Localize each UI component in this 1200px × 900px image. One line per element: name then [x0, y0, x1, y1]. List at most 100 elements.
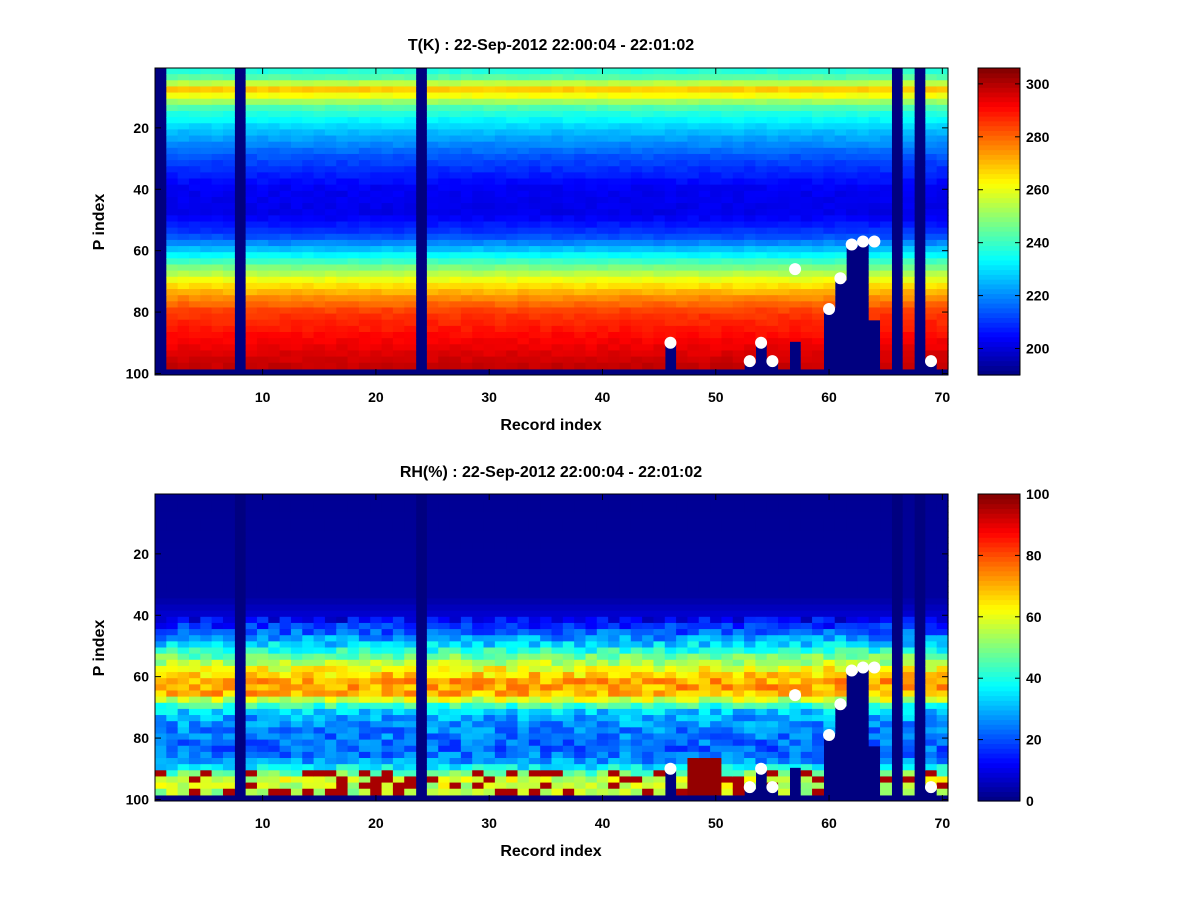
heatmap-cell [574, 141, 587, 149]
heatmap-cell [404, 92, 417, 100]
heatmap-cell [392, 604, 405, 612]
heatmap-cell [268, 276, 281, 284]
heatmap-cell [188, 684, 201, 692]
heatmap-cell [596, 252, 609, 259]
heatmap-cell [256, 246, 269, 253]
heatmap-cell [177, 239, 190, 247]
heatmap-cell [381, 209, 394, 216]
heatmap-cell [188, 86, 201, 94]
heatmap-cell [211, 751, 224, 759]
heatmap-cell [925, 160, 938, 167]
heatmap-cell [676, 307, 689, 315]
heatmap-cell [732, 276, 745, 284]
heatmap-cell [211, 233, 224, 241]
heatmap-cell [698, 74, 711, 81]
heatmap-cell [460, 166, 473, 173]
heatmap-cell [574, 500, 587, 507]
heatmap-cell [290, 92, 303, 100]
heatmap-cell [313, 696, 326, 704]
heatmap-cell [551, 178, 564, 186]
heatmap-cell [324, 282, 337, 290]
heatmap-cell [936, 104, 949, 112]
heatmap-cell [188, 190, 201, 198]
heatmap-cell [585, 313, 598, 321]
heatmap-cell [540, 659, 553, 667]
heatmap-cell [177, 221, 190, 229]
heatmap-cell [857, 110, 870, 118]
colorbar-swatch [978, 264, 1020, 271]
heatmap-cell [528, 166, 541, 173]
heatmap-cell [528, 776, 541, 784]
heatmap-cell [155, 672, 167, 679]
heatmap-cell [642, 252, 655, 259]
heatmap-cell [279, 141, 292, 149]
heatmap-cell [358, 350, 371, 358]
heatmap-cell [574, 233, 587, 241]
heatmap-cell [460, 74, 473, 81]
heatmap-cell [347, 653, 360, 661]
heatmap-cell [211, 758, 224, 765]
heatmap-cell [438, 123, 451, 130]
heatmap-cell [687, 178, 700, 186]
heatmap-cell [155, 524, 167, 532]
heatmap-cell [472, 184, 485, 192]
heatmap-cell [256, 203, 269, 210]
heatmap-cell [653, 110, 666, 118]
heatmap-cell [460, 215, 473, 223]
heatmap-cell [279, 172, 292, 180]
heatmap-cell [245, 301, 258, 309]
heatmap-cell [200, 246, 213, 253]
heatmap-cell [313, 494, 326, 501]
colorbar-swatch [978, 231, 1020, 237]
colorbar-swatch [978, 159, 1020, 165]
heatmap-cell [494, 635, 507, 642]
heatmap-cell [449, 764, 462, 771]
heatmap-cell [619, 221, 632, 229]
heatmap-cell [222, 567, 235, 575]
heatmap-cell [744, 166, 757, 173]
heatmap-cell [370, 524, 383, 532]
heatmap-cell [177, 289, 190, 296]
heatmap-cell [925, 221, 938, 229]
heatmap-cell [460, 727, 473, 735]
heatmap-cell [472, 659, 485, 667]
heatmap-cell [336, 233, 349, 241]
heatmap-cell [800, 258, 813, 266]
heatmap-cell [256, 166, 269, 173]
heatmap-cell [483, 764, 496, 771]
heatmap-cell [766, 325, 779, 333]
heatmap-cell [166, 616, 179, 624]
heatmap-cell [812, 98, 824, 106]
heatmap-cell [438, 74, 451, 81]
heatmap-cell [721, 221, 734, 229]
heatmap-cell [188, 129, 201, 137]
heatmap-cell [449, 147, 462, 155]
heatmap-cell [585, 319, 598, 327]
heatmap-cell [902, 227, 915, 235]
heatmap-cell [744, 289, 757, 296]
heatmap-cell [200, 573, 213, 581]
heatmap-cell [245, 135, 258, 143]
heatmap-cell [392, 567, 405, 575]
heatmap-cell [222, 344, 235, 352]
heatmap-cell [166, 350, 179, 358]
heatmap-cell [279, 282, 292, 290]
heatmap-cell [347, 770, 360, 778]
heatmap-cell [551, 629, 564, 636]
heatmap-cell [778, 313, 790, 321]
heatmap-cell [642, 153, 655, 161]
heatmap-cell [256, 604, 269, 612]
heatmap-cell [177, 579, 190, 587]
heatmap-cell [268, 659, 281, 667]
heatmap-cell [494, 172, 507, 180]
heatmap-cell [551, 258, 564, 266]
heatmap-cell [404, 129, 417, 137]
heatmap-cell [279, 653, 292, 661]
heatmap-cell [302, 289, 315, 296]
heatmap-cell [528, 690, 541, 698]
heatmap-cell [800, 160, 813, 167]
heatmap-cell [551, 696, 564, 704]
heatmap-cell [279, 494, 292, 501]
heatmap-cell [744, 110, 757, 118]
heatmap-cell [823, 221, 836, 229]
